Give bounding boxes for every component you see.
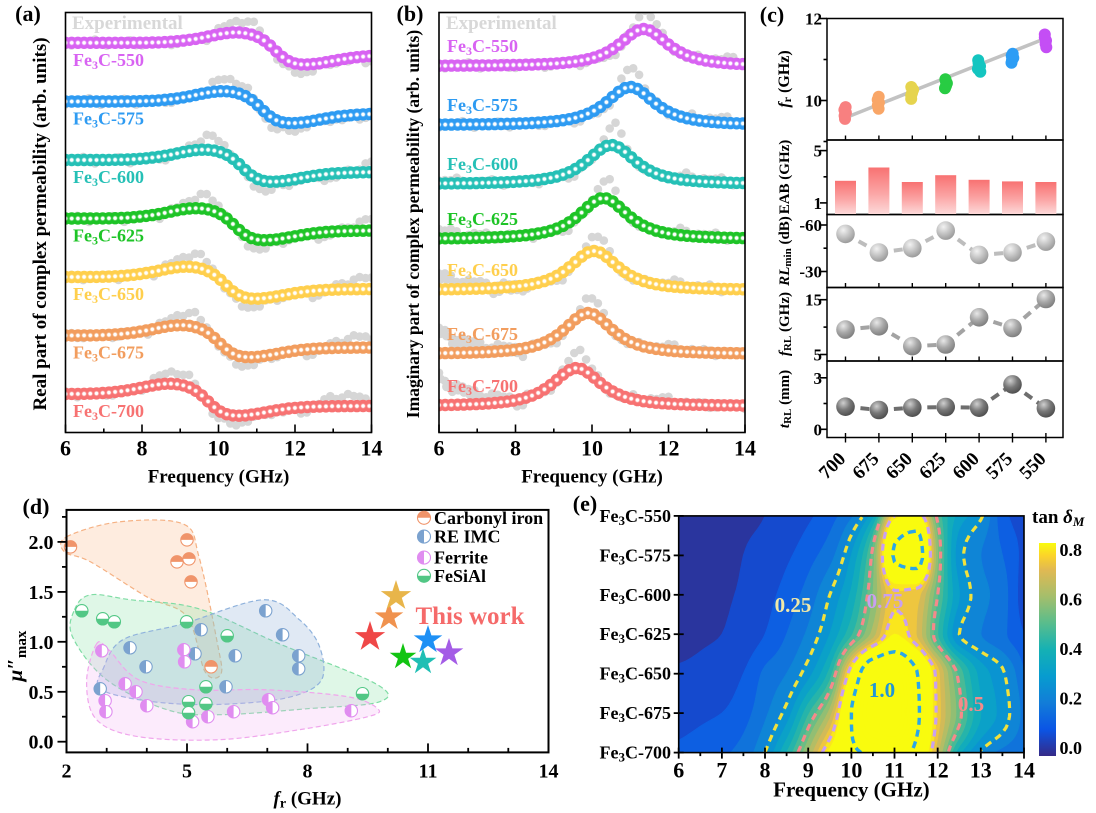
svg-text:0: 0 — [814, 420, 823, 439]
svg-text:10: 10 — [581, 436, 603, 461]
svg-text:Fe3C-625: Fe3C-625 — [73, 226, 144, 248]
svg-text:Fe3C-650: Fe3C-650 — [600, 664, 671, 686]
svg-text:8: 8 — [303, 760, 313, 782]
svg-text:Frequency (GHz): Frequency (GHz) — [148, 467, 290, 488]
svg-text:0.0: 0.0 — [1060, 738, 1083, 758]
svg-text:Fe3C-600: Fe3C-600 — [73, 167, 144, 189]
svg-text:1.5: 1.5 — [29, 582, 54, 604]
svg-text:Ferrite: Ferrite — [434, 548, 488, 568]
svg-text:8: 8 — [137, 436, 148, 461]
svg-text:11: 11 — [419, 760, 438, 782]
svg-text:3: 3 — [814, 369, 823, 388]
svg-text:0.5: 0.5 — [958, 692, 984, 716]
svg-text:Carbonyl iron: Carbonyl iron — [434, 508, 543, 528]
svg-text:-30: -30 — [799, 263, 822, 282]
svg-text:Imaginary part of complex perm: Imaginary part of complex permeability (… — [403, 30, 423, 419]
svg-text:Real part of complex permeabil: Real part of complex permeability (arb. … — [30, 37, 51, 410]
svg-text:15: 15 — [805, 291, 822, 310]
svg-text:Frequency (GHz): Frequency (GHz) — [521, 467, 663, 488]
svg-text:Fe3C-700: Fe3C-700 — [73, 401, 144, 423]
svg-text:Fe3C-625: Fe3C-625 — [600, 624, 671, 646]
svg-text:10: 10 — [840, 758, 862, 783]
svg-text:11: 11 — [884, 758, 905, 783]
svg-text:tan δM: tan δM — [1032, 507, 1085, 529]
svg-text:7: 7 — [716, 758, 727, 783]
svg-text:fr (GHz): fr (GHz) — [776, 50, 794, 107]
svg-text:12: 12 — [927, 758, 949, 783]
svg-text:1: 1 — [814, 194, 823, 213]
svg-text:Fe3C-675: Fe3C-675 — [447, 324, 518, 346]
svg-text:Frequency (GHz): Frequency (GHz) — [773, 778, 930, 802]
svg-text:This work: This work — [415, 603, 524, 630]
svg-text:Fe3C-575: Fe3C-575 — [600, 545, 671, 567]
svg-text:Experimental: Experimental — [446, 13, 557, 34]
svg-text:fr (GHz): fr (GHz) — [274, 788, 342, 811]
svg-text:0.5: 0.5 — [29, 682, 54, 704]
svg-text:Fe3C-650: Fe3C-650 — [73, 284, 144, 306]
svg-text:5: 5 — [814, 346, 823, 365]
svg-text:0.2: 0.2 — [1060, 689, 1083, 709]
svg-text:Fe3C-700: Fe3C-700 — [447, 376, 518, 398]
svg-text:(b): (b) — [397, 1, 424, 26]
svg-text:Fe3C-600: Fe3C-600 — [447, 154, 518, 176]
svg-text:Fe3C-625: Fe3C-625 — [447, 209, 518, 231]
svg-text:0.25: 0.25 — [775, 593, 812, 617]
svg-text:6: 6 — [673, 758, 684, 783]
svg-text:14: 14 — [361, 436, 383, 461]
svg-text:1.0: 1.0 — [869, 678, 895, 702]
svg-text:fRL (GHz): fRL (GHz) — [777, 292, 794, 356]
svg-text:Fe3C-550: Fe3C-550 — [73, 50, 144, 72]
svg-text:12: 12 — [284, 436, 306, 461]
svg-text:(c): (c) — [760, 2, 784, 27]
svg-text:5: 5 — [814, 142, 823, 161]
svg-text:0.75: 0.75 — [867, 589, 904, 613]
svg-text:Fe3C-600: Fe3C-600 — [600, 585, 671, 607]
svg-text:14: 14 — [734, 436, 756, 461]
svg-text:Fe3C-575: Fe3C-575 — [447, 95, 518, 117]
svg-text:Experimental: Experimental — [72, 13, 183, 34]
svg-text:Fe3C-675: Fe3C-675 — [73, 343, 144, 365]
svg-text:12: 12 — [805, 10, 822, 29]
svg-text:0.6: 0.6 — [1060, 590, 1083, 610]
svg-text:12: 12 — [658, 436, 680, 461]
svg-text:EAB (GHz): EAB (GHz) — [777, 140, 793, 215]
svg-text:RLmin (dB): RLmin (dB) — [777, 216, 794, 287]
svg-text:Fe3C-700: Fe3C-700 — [600, 743, 671, 765]
svg-text:FeSiAl: FeSiAl — [434, 566, 486, 586]
svg-text:0.8: 0.8 — [1060, 540, 1083, 560]
svg-text:10: 10 — [805, 92, 822, 111]
svg-text:13: 13 — [970, 758, 992, 783]
svg-text:14: 14 — [1013, 758, 1035, 783]
svg-text:(a): (a) — [15, 1, 41, 26]
svg-text:2: 2 — [62, 760, 72, 782]
svg-text:Fe3C-550: Fe3C-550 — [600, 506, 671, 528]
svg-text:8: 8 — [510, 436, 521, 461]
svg-text:14: 14 — [539, 760, 559, 782]
svg-text:Fe3C-550: Fe3C-550 — [447, 36, 518, 58]
svg-text:10: 10 — [208, 436, 230, 461]
svg-text:1.0: 1.0 — [29, 632, 54, 654]
svg-text:Fe3C-650: Fe3C-650 — [447, 260, 518, 282]
svg-text:2.0: 2.0 — [29, 532, 54, 554]
svg-text:6: 6 — [60, 436, 71, 461]
svg-text:8: 8 — [760, 758, 771, 783]
svg-text:5: 5 — [182, 760, 192, 782]
svg-text:Fe3C-575: Fe3C-575 — [73, 109, 144, 131]
svg-text:(d): (d) — [23, 494, 50, 519]
svg-text:9: 9 — [803, 758, 814, 783]
svg-text:(e): (e) — [573, 491, 597, 516]
svg-text:0.0: 0.0 — [29, 732, 54, 754]
svg-text:-60: -60 — [799, 216, 822, 235]
svg-text:tRL (mm): tRL (mm) — [777, 370, 794, 428]
svg-text:Fe3C-675: Fe3C-675 — [600, 703, 671, 725]
svg-text:RE IMC: RE IMC — [434, 527, 501, 547]
svg-text:0.4: 0.4 — [1060, 639, 1083, 659]
svg-text:6: 6 — [434, 436, 445, 461]
